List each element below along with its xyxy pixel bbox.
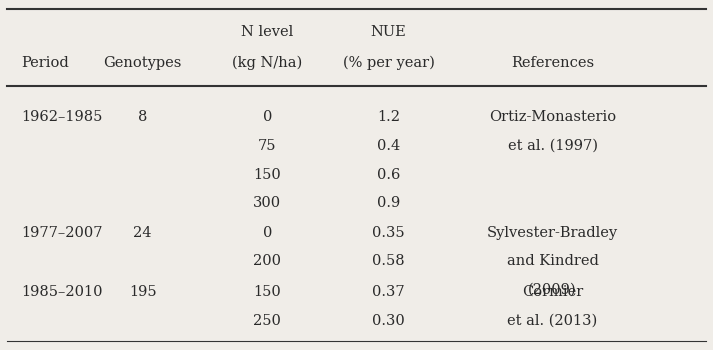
Text: 0: 0 [262,110,272,124]
Text: 195: 195 [129,285,156,299]
Text: (kg N/ha): (kg N/ha) [232,56,302,70]
Text: 150: 150 [254,285,281,299]
Text: 1985–2010: 1985–2010 [21,285,103,299]
Text: 24: 24 [133,226,152,240]
Text: References: References [511,56,594,70]
Text: Cormier: Cormier [522,285,583,299]
Text: 8: 8 [138,110,148,124]
Text: and Kindred: and Kindred [507,254,598,268]
Text: 150: 150 [254,168,281,182]
Text: 200: 200 [253,254,282,268]
Text: (2009): (2009) [528,283,577,297]
Text: 300: 300 [253,196,282,210]
Text: 1977–2007: 1977–2007 [21,226,103,240]
Text: Sylvester-Bradley: Sylvester-Bradley [487,226,618,240]
Text: et al. (1997): et al. (1997) [508,139,597,153]
Text: 75: 75 [258,139,277,153]
Text: 1962–1985: 1962–1985 [21,110,103,124]
Text: Ortiz-Monasterio: Ortiz-Monasterio [489,110,616,124]
Text: et al. (2013): et al. (2013) [508,314,597,328]
Text: 0: 0 [262,226,272,240]
Text: Genotypes: Genotypes [103,56,182,70]
Text: 250: 250 [253,314,282,328]
Text: 0.4: 0.4 [377,139,400,153]
Text: 0.30: 0.30 [372,314,405,328]
Text: 1.2: 1.2 [377,110,400,124]
Text: (% per year): (% per year) [343,56,434,70]
Text: 0.35: 0.35 [372,226,405,240]
Text: Period: Period [21,56,69,70]
Text: 0.58: 0.58 [372,254,405,268]
Text: NUE: NUE [371,25,406,38]
Text: 0.37: 0.37 [372,285,405,299]
Text: N level: N level [241,25,294,38]
Text: 0.9: 0.9 [377,196,400,210]
Text: 0.6: 0.6 [377,168,400,182]
